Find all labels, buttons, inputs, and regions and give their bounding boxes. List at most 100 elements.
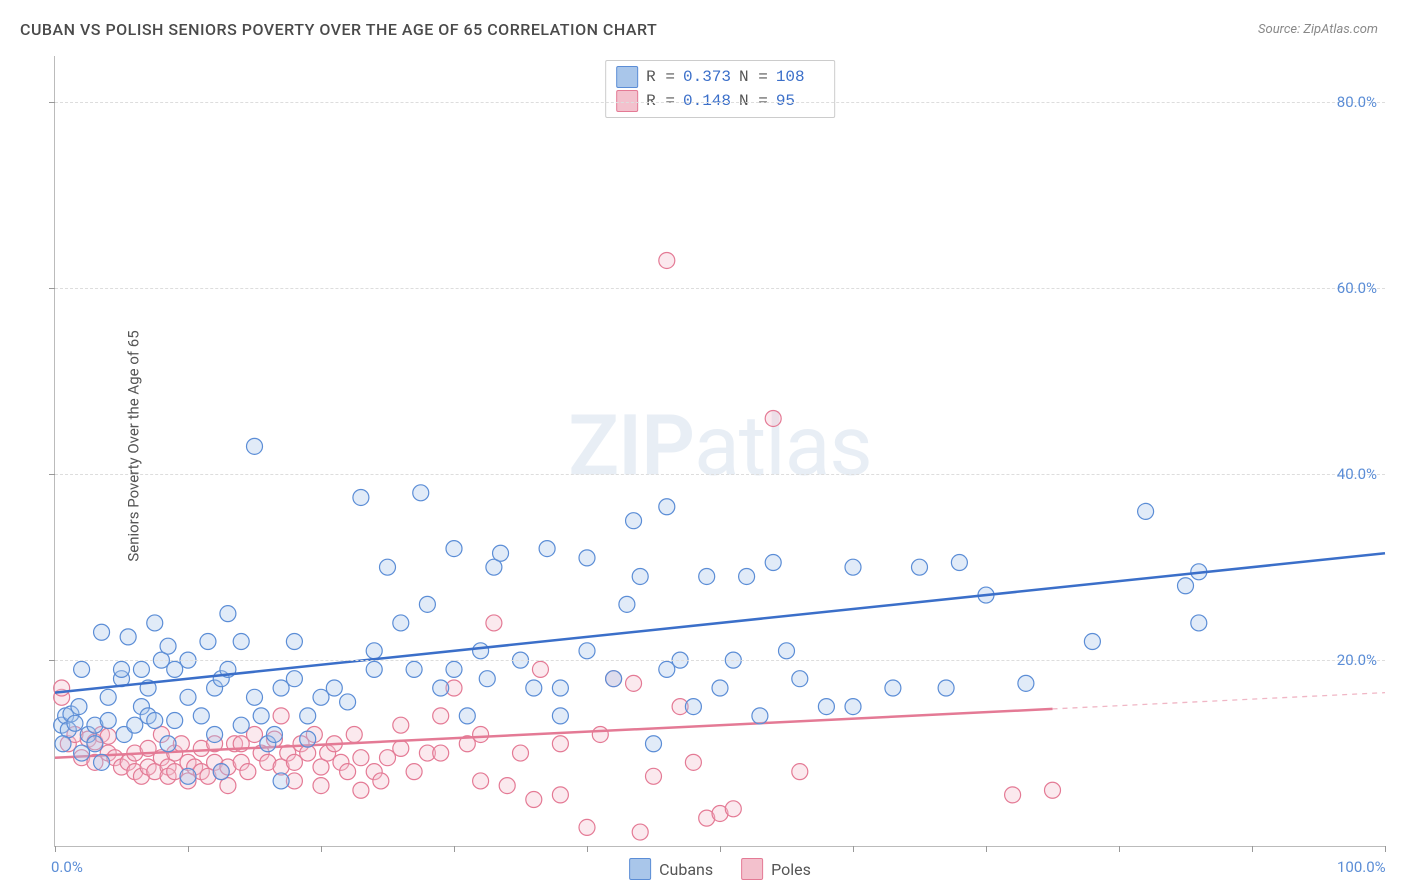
r-value-poles: 0.148 [683,89,731,113]
swatch-cubans [616,66,638,88]
cubans-point [912,559,928,575]
poles-trend-line-dashed [1053,693,1386,709]
poles-point [765,410,781,426]
cubans-point [446,661,462,677]
cubans-point [160,638,176,654]
cubans-point [818,699,834,715]
poles-point [433,745,449,761]
x-tick-mark [454,846,455,852]
cubans-point [606,671,622,687]
cubans-point [459,708,475,724]
cubans-point [493,545,509,561]
cubans-point [133,661,149,677]
cubans-point [100,689,116,705]
poles-point [393,740,409,756]
poles-point [792,764,808,780]
poles-point [340,764,356,780]
x-tick-mark [720,846,721,852]
y-tick-label: 80.0% [1337,93,1377,111]
cubans-point [180,689,196,705]
cubans-point [1178,578,1194,594]
cubans-point [845,699,861,715]
cubans-point [94,624,110,640]
y-tick-mark [49,288,55,289]
cubans-point [792,671,808,687]
cubans-point [286,671,302,687]
x-tick-mark [321,846,322,852]
cubans-point [220,606,236,622]
correlation-legend: R = 0.373 N = 108 R = 0.148 N = 95 [605,60,835,118]
cubans-point [659,499,675,515]
x-tick-mark [986,846,987,852]
source-attribution: Source: ZipAtlas.com [1258,22,1378,37]
legend-label-poles: Poles [771,860,811,879]
y-tick-label: 60.0% [1337,279,1377,297]
poles-point [1005,787,1021,803]
n-label: N = [739,89,768,113]
cubans-point [353,489,369,505]
gridline-h [55,102,1385,103]
x-tick-mark [55,846,56,852]
poles-point [1045,782,1061,798]
cubans-point [433,680,449,696]
poles-point [646,768,662,784]
cubans-point [712,680,728,696]
poles-point [473,726,489,742]
legend-swatch-cubans [629,858,651,880]
poles-point [240,764,256,780]
poles-point [532,661,548,677]
legend-swatch-poles [741,858,763,880]
cubans-point [413,485,429,501]
cubans-point [286,634,302,650]
cubans-point [147,713,163,729]
cubans-point [406,661,422,677]
gridline-h [55,474,1385,475]
scatter-svg [55,56,1385,846]
cubans-point [273,773,289,789]
poles-point [373,773,389,789]
cubans-point [233,717,249,733]
n-label: N = [739,65,768,89]
cubans-point [100,713,116,729]
cubans-point [699,568,715,584]
cubans-point [579,643,595,659]
cubans-point [473,643,489,659]
cubans-point [253,708,269,724]
x-tick-label: 100.0% [1337,858,1386,876]
cubans-point [552,708,568,724]
swatch-poles [616,90,638,112]
cubans-point [114,661,130,677]
x-tick-mark [188,846,189,852]
r-label: R = [646,89,675,113]
poles-point [626,675,642,691]
cubans-point [845,559,861,575]
cubans-point [340,694,356,710]
cubans-point [74,661,90,677]
cubans-point [739,568,755,584]
correlation-row-poles: R = 0.148 N = 95 [616,89,824,113]
y-tick-mark [49,474,55,475]
x-tick-mark [1119,846,1120,852]
cubans-point [200,634,216,650]
cubans-point [646,736,662,752]
poles-point [486,615,502,631]
cubans-point [207,726,223,742]
poles-point [632,824,648,840]
gridline-h [55,288,1385,289]
cubans-point [247,689,263,705]
cubans-point [167,713,183,729]
cubans-point [552,680,568,696]
cubans-point [160,736,176,752]
poles-point [659,252,675,268]
cubans-point [366,661,382,677]
cubans-point [233,634,249,650]
cubans-point [526,680,542,696]
poles-point [552,736,568,752]
cubans-point [951,555,967,571]
cubans-point [632,568,648,584]
cubans-point [380,559,396,575]
cubans-point [938,680,954,696]
poles-point [592,726,608,742]
poles-point [552,787,568,803]
cubans-point [1084,634,1100,650]
